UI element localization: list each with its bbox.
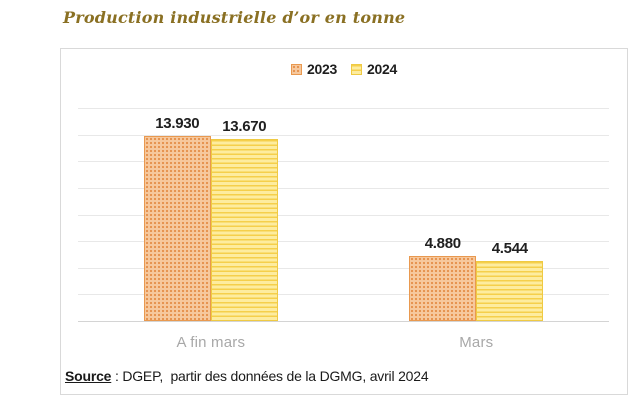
source-note: Source : DGEP, partir des données de la …	[65, 368, 429, 384]
bar-2023-a-fin-mars	[143, 135, 211, 321]
legend-item-2024: 2024	[351, 61, 397, 77]
chart-title: Production industrielle d’or en tonne	[63, 8, 406, 27]
gridline	[78, 161, 609, 163]
x-axis-labels: A fin mars Mars	[78, 334, 609, 354]
gridline	[78, 294, 609, 296]
bar-value-label: 13.670	[222, 118, 267, 135]
source-text: : DGEP, partir des données de la DGMG, a…	[111, 368, 429, 384]
legend-marker-icon	[291, 63, 303, 75]
bar-2024-a-fin-mars	[210, 139, 278, 321]
legend-label: 2023	[307, 61, 337, 77]
gridline	[78, 134, 609, 136]
chart-container: 2023 2024 13.930 13.670 4.880 4.544 A fin ma…	[60, 48, 628, 395]
legend-marker-icon	[351, 63, 362, 75]
bar-value-label: 4.544	[491, 239, 528, 257]
x-axis-label-a-fin-mars: A fin mars	[176, 334, 246, 351]
x-axis-label-mars: Mars	[459, 334, 494, 351]
legend-item-2023: 2023	[291, 61, 337, 77]
gridline	[78, 267, 609, 269]
gridline	[78, 214, 609, 216]
plot-area: 13.930 13.670 4.880 4.544	[78, 108, 609, 322]
bar-value-label: 4.880	[424, 235, 461, 252]
legend: 2023 2024	[61, 61, 627, 77]
gridline	[78, 187, 609, 189]
bar-value-label: 13.930	[155, 114, 200, 132]
legend-label: 2024	[367, 61, 397, 77]
gridline	[78, 241, 609, 243]
source-label: Source	[65, 368, 112, 384]
gridline	[78, 108, 609, 109]
bar-2023-mars	[409, 256, 477, 321]
bar-2024-mars	[476, 260, 544, 321]
